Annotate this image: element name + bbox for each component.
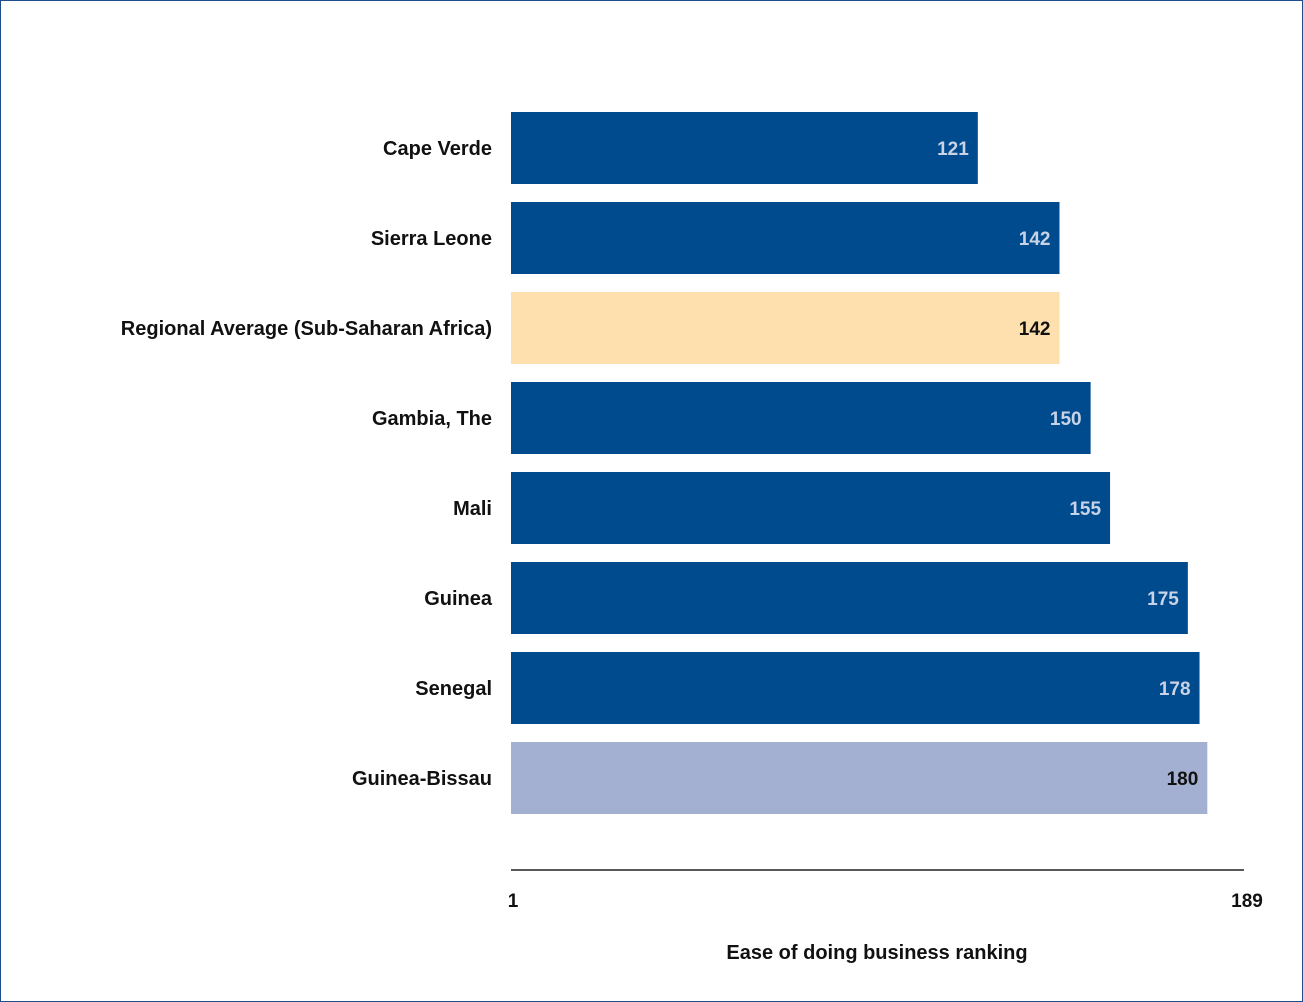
- category-label-gambia-the: Gambia, The: [372, 408, 492, 430]
- bar-mali: [511, 472, 1111, 544]
- category-labels: Cape Verde Sierra Leone Regional Average (…: [121, 138, 493, 790]
- value-labels: 121 142 142 150 155 175 178 180: [937, 139, 1198, 790]
- bars-group: [511, 112, 1208, 814]
- bar-senegal: [511, 652, 1200, 724]
- bar-guinea: [511, 562, 1188, 634]
- bar-cape-verde: [511, 112, 978, 184]
- category-label-regional-average-sub-saharan-africa: Regional Average (Sub-Saharan Africa): [121, 318, 492, 340]
- category-label-mali: Mali: [453, 498, 492, 520]
- value-label-senegal: 178: [1159, 679, 1191, 700]
- value-label-regional-average-sub-saharan-africa: 142: [1019, 319, 1051, 340]
- bar-sierra-leone: [511, 202, 1060, 274]
- x-tick-label-max: 189: [1231, 891, 1263, 912]
- value-label-guinea-bissau: 180: [1167, 769, 1199, 790]
- value-label-mali: 155: [1069, 499, 1101, 520]
- category-label-cape-verde: Cape Verde: [383, 138, 492, 160]
- category-label-guinea: Guinea: [424, 588, 493, 610]
- category-label-sierra-leone: Sierra Leone: [371, 228, 492, 250]
- category-label-guinea-bissau: Guinea-Bissau: [352, 768, 492, 790]
- value-label-gambia-the: 150: [1050, 409, 1082, 430]
- bar-regional-average-sub-saharan-africa: [511, 292, 1060, 364]
- x-axis-title: Ease of doing business ranking: [726, 942, 1027, 964]
- value-label-guinea: 175: [1147, 589, 1179, 610]
- bar-guinea-bissau: [511, 742, 1208, 814]
- value-label-sierra-leone: 142: [1019, 229, 1051, 250]
- x-tick-label-min: 1: [508, 891, 519, 912]
- bar-gambia-the: [511, 382, 1091, 454]
- category-label-senegal: Senegal: [415, 678, 492, 700]
- value-label-cape-verde: 121: [937, 139, 969, 160]
